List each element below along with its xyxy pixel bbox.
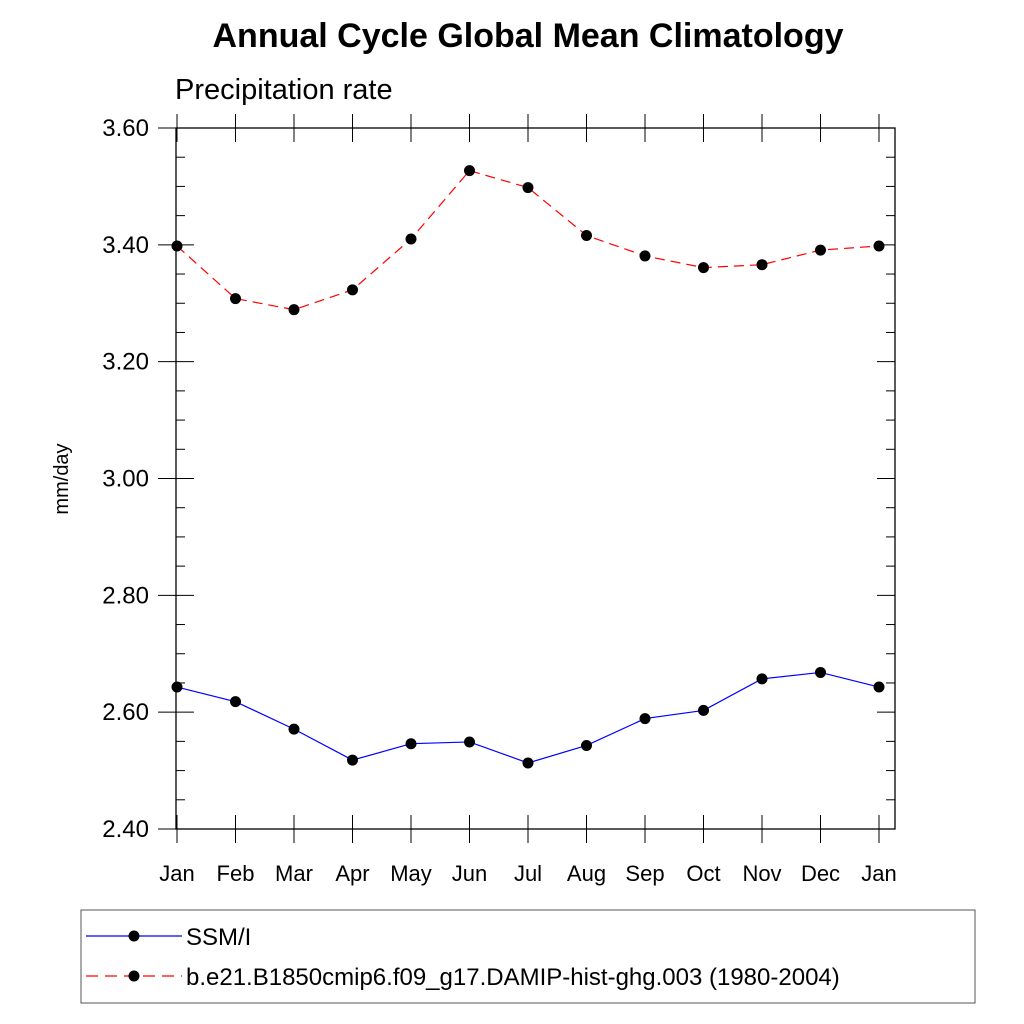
x-tick-label: May <box>390 861 432 886</box>
y-axis-label: mm/day <box>51 443 73 514</box>
series-0-point <box>581 739 592 751</box>
x-tick-label: Jan <box>861 861 896 886</box>
series-0-point <box>873 681 885 693</box>
chart-subtitle: Precipitation rate <box>175 74 393 106</box>
legend-marker-model <box>128 970 140 982</box>
series-1-point <box>288 304 300 316</box>
series-0-point <box>288 723 300 735</box>
series-0-point <box>756 673 768 685</box>
y-tick-label: 2.60 <box>102 699 149 726</box>
x-tick-label: Oct <box>686 861 720 886</box>
x-tick-label: Jan <box>159 861 194 886</box>
x-tick-label: Jul <box>514 861 542 886</box>
series-0-point <box>522 757 534 769</box>
series-1-point <box>581 229 592 241</box>
x-tick-label: Feb <box>217 861 255 886</box>
y-tick-label: 3.60 <box>102 115 149 142</box>
series-layer <box>171 165 885 769</box>
x-tick-label: Jun <box>452 861 487 886</box>
series-0-point <box>347 754 358 766</box>
y-tick-label: 3.00 <box>102 466 149 493</box>
legend-box <box>80 909 976 1004</box>
series-1-point <box>230 293 241 305</box>
series-0-point <box>230 696 241 708</box>
x-tick-label: Dec <box>801 861 840 886</box>
y-tick-label: 3.20 <box>102 349 149 376</box>
series-1-point <box>522 182 534 194</box>
series-1-point <box>698 262 709 274</box>
series-1-point <box>171 240 183 252</box>
series-1-point <box>347 284 358 296</box>
series-0-point <box>405 738 417 750</box>
chart-title: Annual Cycle Global Mean Climatology <box>213 17 844 55</box>
series-0-point <box>171 681 183 693</box>
x-axis-ticks: Jan Feb Mar Apr May Jun Jul Aug Sep Oct Nov Dec Jan <box>159 114 897 886</box>
series-0-point <box>815 666 826 678</box>
series-line-0 <box>176 671 880 764</box>
x-tick-label: Nov <box>742 861 781 886</box>
series-1-point <box>639 250 651 262</box>
series-0-point <box>698 704 709 716</box>
y-tick-label: 2.40 <box>102 816 149 843</box>
legend-marker-ssmi <box>128 930 140 942</box>
legend: SSM/I b.e21.B1850cmip6.f09_g17.DAMIP-his… <box>80 909 976 1004</box>
legend-entry-ssmi: SSM/I <box>86 924 251 951</box>
legend-entry-model: b.e21.B1850cmip6.f09_g17.DAMIP-hist-ghg.… <box>86 964 840 991</box>
legend-label-ssmi: SSM/I <box>186 924 251 951</box>
legend-label-model: b.e21.B1850cmip6.f09_g17.DAMIP-hist-ghg.… <box>186 964 840 991</box>
x-tick-label: Mar <box>275 861 313 886</box>
y-axis-ticks: 2.40 2.60 2.80 3.00 3.20 3.40 3.60 <box>102 115 895 843</box>
x-tick-label: Apr <box>335 861 369 886</box>
series-1-point <box>873 240 885 252</box>
series-0-point <box>464 736 475 748</box>
series-1-point <box>815 244 826 256</box>
series-1-point <box>756 259 768 271</box>
x-tick-label: Aug <box>567 861 606 886</box>
y-tick-label: 3.40 <box>102 232 149 259</box>
series-0-point <box>639 713 651 725</box>
series-1-point <box>464 165 475 177</box>
y-tick-label: 2.80 <box>102 582 149 609</box>
series-1-point <box>405 233 417 245</box>
x-tick-label: Sep <box>625 861 664 886</box>
